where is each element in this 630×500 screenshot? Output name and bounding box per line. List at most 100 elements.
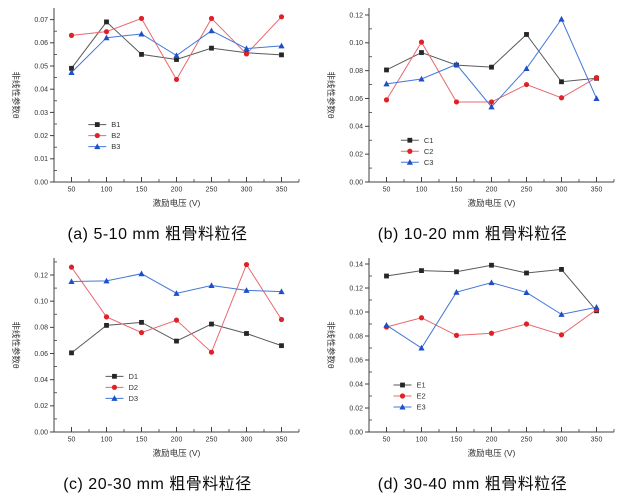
svg-text:100: 100: [101, 437, 113, 444]
legend-label-D1: D1: [128, 372, 138, 381]
svg-text:0.12: 0.12: [349, 12, 363, 19]
legend: D1 D2 D3: [105, 372, 138, 403]
chart-b-canvas: 0.00 0.02 0.04 0.06 0.08 0.10 0.12 50 100 150 200 2…: [326, 8, 615, 208]
series-B3: [68, 27, 285, 75]
svg-text:0.04: 0.04: [349, 381, 363, 388]
svg-text:0.02: 0.02: [34, 133, 48, 140]
chart-b-caption: (b) 10-20 mm 粗骨料粒径: [377, 226, 568, 243]
svg-text:0.05: 0.05: [34, 63, 48, 70]
chart-b: 0.00 0.02 0.04 0.06 0.08 0.10 0.12 50 100 150 200 2…: [315, 0, 630, 250]
svg-text:0.00: 0.00: [349, 429, 363, 436]
axes: 0.00 0.02 0.04 0.06 0.08 0.10 0.12 50 100 150 200 2…: [11, 258, 300, 458]
svg-text:0.00: 0.00: [34, 429, 48, 436]
svg-text:0.14: 0.14: [349, 261, 363, 268]
legend-label-B3: B3: [111, 142, 120, 151]
x-axis-label: 激励电压 (V): [468, 198, 516, 208]
svg-text:0.10: 0.10: [34, 299, 48, 306]
svg-text:0.00: 0.00: [349, 179, 363, 186]
svg-text:300: 300: [241, 187, 253, 194]
svg-text:300: 300: [556, 187, 568, 194]
y-axis-label: 非线性参数θ: [11, 321, 21, 369]
svg-text:250: 250: [206, 437, 218, 444]
svg-text:350: 350: [591, 437, 603, 444]
series-E3: [383, 279, 600, 351]
series-D3: [68, 270, 285, 296]
svg-text:350: 350: [276, 437, 288, 444]
svg-text:150: 150: [451, 437, 463, 444]
svg-text:250: 250: [521, 187, 533, 194]
series-B2: [68, 14, 285, 83]
axes: 0.00 0.02 0.04 0.06 0.08 0.10 0.12 0.14 50 100 150…: [326, 258, 615, 458]
svg-text:0.06: 0.06: [34, 40, 48, 47]
legend: E1 E2 E3: [393, 381, 426, 412]
svg-text:0.10: 0.10: [349, 309, 363, 316]
svg-text:0.01: 0.01: [34, 156, 48, 163]
svg-text:0.08: 0.08: [349, 333, 363, 340]
chart-d: 0.00 0.02 0.04 0.06 0.08 0.10 0.12 0.14 50 100 150…: [315, 250, 630, 500]
legend-label-E2: E2: [417, 392, 426, 401]
legend-label-D2: D2: [128, 383, 138, 392]
svg-text:250: 250: [206, 187, 218, 194]
chart-c-canvas: 0.00 0.02 0.04 0.06 0.08 0.10 0.12 50 100 150 200 2…: [11, 258, 300, 458]
svg-text:0.12: 0.12: [349, 285, 363, 292]
svg-text:100: 100: [101, 187, 113, 194]
y-axis-label: 非线性参数θ: [326, 321, 336, 369]
svg-text:150: 150: [451, 187, 463, 194]
svg-text:0.03: 0.03: [34, 110, 48, 117]
svg-text:0.06: 0.06: [34, 351, 48, 358]
svg-text:350: 350: [276, 187, 288, 194]
series-E2: [383, 307, 600, 338]
chart-c-caption: (c) 20-30 mm 粗骨料粒径: [63, 476, 252, 493]
legend: B1 B2 B3: [88, 120, 120, 151]
svg-text:0.07: 0.07: [34, 17, 48, 24]
legend-label-E3: E3: [417, 403, 426, 412]
svg-text:0.04: 0.04: [34, 87, 48, 94]
series-C2: [383, 39, 600, 105]
svg-text:100: 100: [416, 187, 428, 194]
svg-text:0.04: 0.04: [34, 377, 48, 384]
x-axis-label: 激励电压 (V): [153, 448, 201, 458]
svg-text:50: 50: [383, 437, 391, 444]
svg-text:0.06: 0.06: [349, 96, 363, 103]
svg-text:50: 50: [383, 187, 391, 194]
svg-text:300: 300: [241, 437, 253, 444]
y-axis-label: 非线性参数θ: [326, 71, 336, 119]
svg-text:0.08: 0.08: [34, 325, 48, 332]
svg-text:0.06: 0.06: [349, 357, 363, 364]
svg-text:0.02: 0.02: [34, 403, 48, 410]
svg-text:0.02: 0.02: [349, 152, 363, 159]
svg-text:200: 200: [171, 437, 183, 444]
legend-label-B1: B1: [111, 120, 120, 129]
series-B1: [69, 19, 284, 71]
axes: 0.00 0.01 0.02 0.03 0.04 0.05 0.06 0.07 50 100 150…: [11, 8, 300, 208]
svg-text:50: 50: [68, 437, 76, 444]
svg-text:350: 350: [591, 187, 603, 194]
legend-label-C1: C1: [424, 136, 434, 145]
svg-text:0.08: 0.08: [349, 68, 363, 75]
x-axis-label: 激励电压 (V): [468, 448, 516, 458]
chart-d-caption: (d) 30-40 mm 粗骨料粒径: [377, 476, 568, 493]
legend-label-C2: C2: [424, 147, 434, 156]
x-axis-label: 激励电压 (V): [153, 198, 201, 208]
legend: C1 C2 C3: [400, 136, 434, 167]
chart-a-caption: (a) 5-10 mm 粗骨料粒径: [67, 226, 248, 243]
svg-text:150: 150: [136, 437, 148, 444]
y-axis-label: 非线性参数θ: [11, 71, 21, 119]
svg-text:300: 300: [556, 437, 568, 444]
series-C3: [383, 15, 600, 110]
series-D1: [69, 319, 284, 356]
legend-label-D3: D3: [128, 394, 138, 403]
svg-text:0.00: 0.00: [34, 179, 48, 186]
svg-text:0.10: 0.10: [349, 40, 363, 47]
svg-text:50: 50: [68, 187, 76, 194]
svg-text:100: 100: [416, 437, 428, 444]
legend-label-C3: C3: [424, 158, 434, 167]
chart-a: 0.00 0.01 0.02 0.03 0.04 0.05 0.06 0.07 50 100 150…: [0, 0, 315, 250]
svg-text:200: 200: [171, 187, 183, 194]
chart-a-canvas: 0.00 0.01 0.02 0.03 0.04 0.05 0.06 0.07 50 100 150…: [11, 8, 300, 208]
axes: 0.00 0.02 0.04 0.06 0.08 0.10 0.12 50 100 150 200 2…: [326, 8, 615, 208]
series-C1: [384, 32, 599, 85]
series-E1: [384, 262, 599, 314]
svg-text:150: 150: [136, 187, 148, 194]
